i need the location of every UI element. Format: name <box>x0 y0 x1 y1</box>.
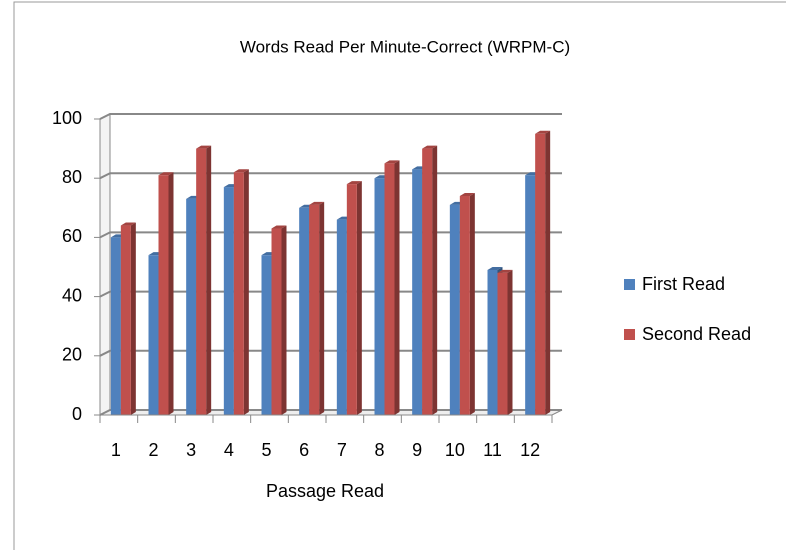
bar-side <box>319 201 325 415</box>
x-tick-label: 7 <box>337 440 347 460</box>
bar <box>271 228 282 415</box>
bar <box>309 204 320 415</box>
grid-line <box>99 409 562 416</box>
bar-top <box>422 145 438 149</box>
bar <box>346 184 357 415</box>
grid-line <box>99 113 562 120</box>
grid-line <box>99 172 562 180</box>
bar <box>422 148 433 415</box>
x-tick-label: 12 <box>520 440 540 460</box>
bar <box>196 148 207 415</box>
bar-side <box>281 225 287 415</box>
chart-border <box>13 1 786 550</box>
y-tick-label: 100 <box>52 108 82 128</box>
x-tick-label: 8 <box>374 440 384 460</box>
legend-swatch <box>624 329 635 340</box>
x-tick-label: 1 <box>111 440 121 460</box>
bar <box>110 237 121 415</box>
bar-top <box>196 145 212 149</box>
bar <box>487 269 498 415</box>
bar-top <box>233 169 249 173</box>
x-tick-label: 4 <box>224 440 234 460</box>
bar-side <box>356 181 362 415</box>
bar-side <box>394 160 400 415</box>
bar <box>412 169 423 415</box>
bar <box>261 255 272 415</box>
bar-side <box>432 145 438 415</box>
bar <box>186 198 197 415</box>
bar-top <box>487 266 503 270</box>
x-tick-label: 9 <box>412 440 422 460</box>
bar <box>158 175 169 415</box>
bar-top <box>497 269 513 273</box>
bar-side <box>168 172 174 415</box>
bar <box>120 225 131 415</box>
bar-side <box>130 222 136 415</box>
x-tick-label: 11 <box>483 440 502 460</box>
x-tick-label: 5 <box>261 440 271 460</box>
bar <box>223 187 234 415</box>
bar-side <box>507 269 513 415</box>
bar <box>233 172 244 415</box>
bar-side <box>243 169 249 415</box>
bar <box>535 133 546 416</box>
y-tick-label: 0 <box>72 404 82 424</box>
bar-side <box>206 145 212 415</box>
bar <box>459 195 470 415</box>
bar-top <box>346 181 362 185</box>
grid-line <box>99 231 562 239</box>
bar-top <box>158 172 174 176</box>
x-tick-label: 2 <box>148 440 158 460</box>
bar-top <box>535 130 551 134</box>
bar <box>449 204 460 415</box>
x-axis-label: Passage Read <box>266 481 384 501</box>
bar <box>525 175 536 415</box>
x-tick-label: 10 <box>445 440 465 460</box>
x-tick-label: 3 <box>186 440 196 460</box>
y-tick-label: 60 <box>62 226 82 246</box>
bar-top <box>120 222 136 226</box>
bar-top <box>271 225 287 229</box>
bar-top <box>309 201 325 205</box>
grid-line <box>99 349 562 357</box>
bar <box>148 255 159 415</box>
legend-label: Second Read <box>642 324 751 344</box>
back-wall <box>99 113 111 416</box>
bar <box>384 163 395 415</box>
x-tick-label: 6 <box>299 440 309 460</box>
y-tick-label: 40 <box>62 285 82 305</box>
bar <box>299 207 310 415</box>
bar <box>497 272 508 415</box>
bar-side <box>545 130 551 416</box>
bar <box>336 219 347 415</box>
y-tick-label: 20 <box>62 345 82 365</box>
y-tick-label: 80 <box>62 167 82 187</box>
legend-label: First Read <box>642 274 725 294</box>
legend-swatch <box>624 279 635 290</box>
bar-side <box>469 192 475 415</box>
bar-top <box>459 192 475 196</box>
chart-title: Words Read Per Minute-Correct (WRPM-C) <box>240 37 570 56</box>
bar-top <box>384 160 400 164</box>
bar <box>374 178 385 415</box>
grid-line <box>99 290 562 298</box>
